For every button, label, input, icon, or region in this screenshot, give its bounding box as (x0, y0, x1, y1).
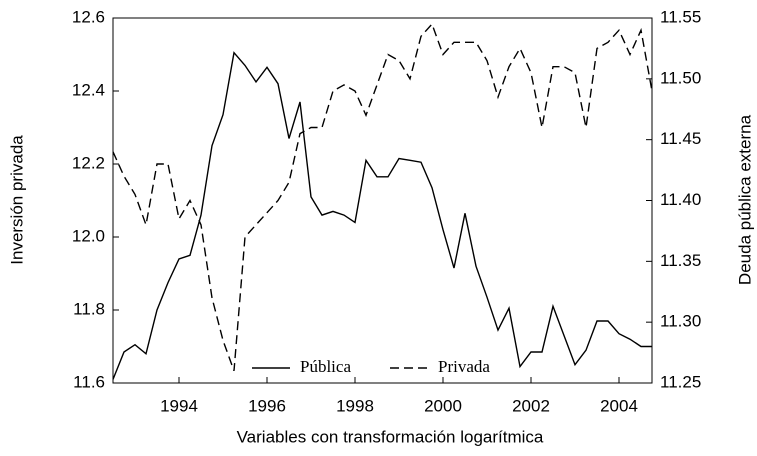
x-tick-label: 1994 (160, 396, 198, 415)
legend-label: Pública (300, 357, 351, 376)
y2-tick-label: 11.30 (660, 312, 701, 331)
y2-axis-label: Deuda pública externa (735, 114, 754, 285)
series-line (112, 22, 653, 372)
y-tick-label: 12.2 (72, 153, 105, 172)
x-tick-label: 1996 (248, 396, 286, 415)
y-axis-label: Inversión privada (7, 135, 26, 265)
x-tick-label: 2002 (512, 396, 550, 415)
legend-label: Privada (438, 357, 490, 376)
x-tick-label: 1998 (336, 396, 374, 415)
x-tick-label: 2004 (600, 396, 638, 415)
x-tick-label: 2000 (424, 396, 462, 415)
y2-tick-label: 11.50 (660, 68, 701, 87)
y2-tick-label: 11.25 (660, 372, 701, 391)
y-tick-label: 11.6 (73, 372, 105, 391)
y-tick-label: 11.8 (73, 299, 105, 318)
x-axis-label: Variables con transformación logarítmica (237, 427, 544, 446)
plot-frame (112, 17, 653, 384)
series-line (112, 51, 652, 380)
y-tick-label: 12.0 (72, 226, 105, 245)
y-tick-label: 12.6 (72, 7, 105, 26)
y2-tick-label: 11.45 (660, 129, 701, 148)
y-tick-label: 12.4 (72, 80, 105, 99)
y2-tick-label: 11.40 (660, 190, 701, 209)
y2-tick-label: 11.35 (660, 251, 701, 270)
y2-tick-label: 11.55 (660, 7, 701, 26)
